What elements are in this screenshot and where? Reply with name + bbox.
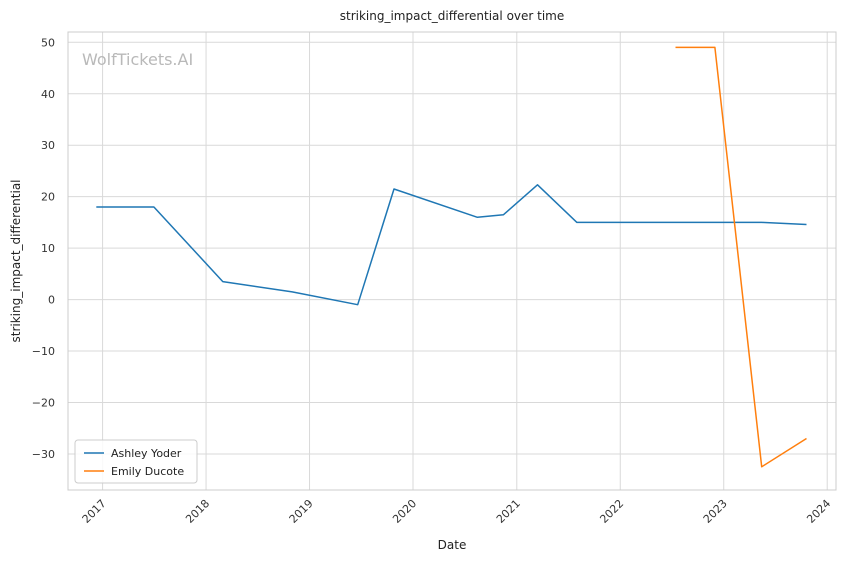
x-tick-label: 2024	[804, 497, 833, 526]
y-tick-label: −10	[32, 345, 55, 358]
legend-label-ashley-yoder: Ashley Yoder	[111, 447, 182, 460]
y-tick-label: 30	[41, 139, 55, 152]
y-tick-label: 20	[41, 191, 55, 204]
series-line-emily-ducote	[675, 46, 807, 468]
chart-title: striking_impact_differential over time	[340, 9, 565, 23]
series-line-ashley-yoder	[96, 184, 807, 306]
plot-area	[67, 31, 837, 491]
x-tick-label: 2021	[494, 497, 523, 526]
y-axis-title: striking_impact_differential	[9, 179, 23, 342]
y-tick-label: 50	[41, 36, 55, 49]
y-tick-label: 0	[48, 294, 55, 307]
x-tick-labels: 2017 2018 2019 2020 2021 2022 2023 2024	[80, 497, 834, 526]
x-tick-label: 2022	[597, 497, 626, 526]
legend-label-emily-ducote: Emily Ducote	[111, 465, 184, 478]
x-tick-label: 2017	[80, 497, 109, 526]
series-group	[96, 46, 807, 468]
grid	[68, 32, 836, 490]
x-tick-label: 2019	[287, 497, 316, 526]
x-tick-label: 2018	[183, 497, 212, 526]
y-tick-label: 40	[41, 88, 55, 101]
y-tick-label: 10	[41, 242, 55, 255]
x-tick-label: 2020	[390, 497, 419, 526]
y-tick-label: −30	[32, 448, 55, 461]
legend: Ashley Yoder Emily Ducote	[74, 439, 198, 484]
y-tick-label: −20	[32, 397, 55, 410]
y-tick-labels: 50 40 30 20 10 0 −10 −20 −30	[32, 36, 55, 461]
legend-box	[74, 439, 198, 484]
watermark: WolfTickets.AI	[82, 50, 193, 69]
x-tick-label: 2023	[701, 497, 730, 526]
x-axis-title: Date	[438, 538, 467, 552]
